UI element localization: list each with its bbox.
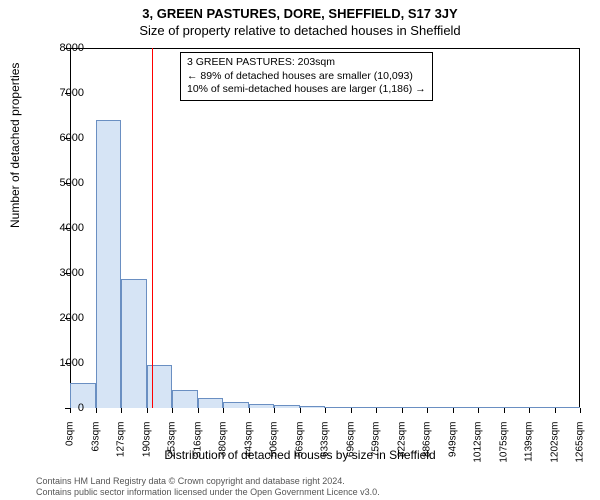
- histogram-bar: [351, 407, 377, 408]
- y-axis-label: Number of detached properties: [8, 63, 22, 228]
- x-tick-label: 949sqm: [447, 422, 458, 472]
- x-tick-mark: [555, 408, 556, 413]
- histogram-bar: [376, 407, 402, 408]
- x-tick-label: 1075sqm: [498, 422, 509, 472]
- x-tick-label: 696sqm: [345, 422, 356, 472]
- x-tick-label: 822sqm: [396, 422, 407, 472]
- annotation-line: 3 GREEN PASTURES: 203sqm: [187, 56, 426, 70]
- histogram-bar: [453, 407, 479, 408]
- y-tick-label: 0: [78, 402, 84, 414]
- histogram-bar: [300, 406, 326, 408]
- x-tick-mark: [300, 408, 301, 413]
- footer-attribution: Contains HM Land Registry data © Crown c…: [36, 476, 592, 498]
- x-tick-label: 0sqm: [65, 422, 76, 472]
- x-tick-mark: [504, 408, 505, 413]
- histogram-bar: [274, 405, 300, 408]
- x-tick-mark: [478, 408, 479, 413]
- histogram-bar: [325, 407, 351, 408]
- plot-area: 3 GREEN PASTURES: 203sqm← 89% of detache…: [70, 48, 580, 408]
- histogram-bar: [427, 407, 453, 408]
- x-tick-mark: [325, 408, 326, 413]
- histogram-bar: [529, 407, 555, 408]
- histogram-bar: [147, 365, 173, 408]
- histogram-bar: [478, 407, 504, 408]
- histogram-bar: [198, 398, 224, 408]
- chart-title-main: 3, GREEN PASTURES, DORE, SHEFFIELD, S17 …: [0, 0, 600, 21]
- histogram-bar: [402, 407, 428, 408]
- x-tick-mark: [121, 408, 122, 413]
- y-tick-label: 5000: [60, 177, 84, 189]
- x-tick-label: 316sqm: [192, 422, 203, 472]
- x-tick-label: 1012sqm: [473, 422, 484, 472]
- x-tick-mark: [427, 408, 428, 413]
- y-tick-label: 1000: [60, 357, 84, 369]
- footer-line-2: Contains public sector information licen…: [36, 487, 592, 498]
- x-tick-mark: [529, 408, 530, 413]
- x-tick-label: 1202sqm: [549, 422, 560, 472]
- x-tick-mark: [580, 408, 581, 413]
- footer-line-1: Contains HM Land Registry data © Crown c…: [36, 476, 592, 487]
- x-tick-label: 506sqm: [269, 422, 280, 472]
- x-tick-mark: [402, 408, 403, 413]
- x-tick-label: 1139sqm: [524, 422, 535, 472]
- x-tick-label: 443sqm: [243, 422, 254, 472]
- x-axis-top-line: [70, 48, 580, 49]
- y-tick-label: 7000: [60, 87, 84, 99]
- x-tick-mark: [249, 408, 250, 413]
- histogram-bar: [504, 407, 530, 408]
- chart-title-sub: Size of property relative to detached ho…: [0, 21, 600, 38]
- y-tick-label: 4000: [60, 222, 84, 234]
- y-tick-label: 6000: [60, 132, 84, 144]
- x-tick-label: 886sqm: [422, 422, 433, 472]
- x-tick-label: 633sqm: [320, 422, 331, 472]
- histogram-bar: [96, 120, 122, 408]
- histogram-bar: [223, 402, 249, 408]
- histogram-bar: [249, 404, 275, 408]
- y-tick-label: 2000: [60, 312, 84, 324]
- x-tick-mark: [274, 408, 275, 413]
- x-tick-mark: [223, 408, 224, 413]
- histogram-bar: [121, 279, 147, 408]
- x-tick-mark: [453, 408, 454, 413]
- x-tick-mark: [147, 408, 148, 413]
- x-tick-mark: [172, 408, 173, 413]
- x-tick-label: 127sqm: [116, 422, 127, 472]
- reference-line: [152, 48, 153, 408]
- x-tick-label: 569sqm: [294, 422, 305, 472]
- y-axis-right-line: [579, 48, 580, 408]
- x-tick-mark: [70, 408, 71, 413]
- x-tick-mark: [96, 408, 97, 413]
- y-tick-label: 8000: [60, 42, 84, 54]
- y-tick-label: 3000: [60, 267, 84, 279]
- x-tick-label: 63sqm: [90, 422, 101, 472]
- x-tick-mark: [351, 408, 352, 413]
- x-tick-mark: [198, 408, 199, 413]
- x-tick-label: 190sqm: [141, 422, 152, 472]
- x-tick-mark: [376, 408, 377, 413]
- histogram-bar: [555, 407, 581, 408]
- annotation-box: 3 GREEN PASTURES: 203sqm← 89% of detache…: [180, 52, 433, 101]
- x-tick-label: 380sqm: [218, 422, 229, 472]
- annotation-line: ← 89% of detached houses are smaller (10…: [187, 70, 426, 84]
- x-tick-label: 253sqm: [167, 422, 178, 472]
- x-tick-label: 1265sqm: [575, 422, 586, 472]
- histogram-bar: [172, 390, 198, 408]
- annotation-line: 10% of semi-detached houses are larger (…: [187, 83, 426, 97]
- x-tick-label: 759sqm: [371, 422, 382, 472]
